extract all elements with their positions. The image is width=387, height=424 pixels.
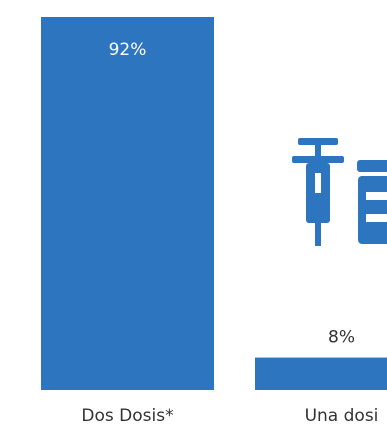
data-labels-group: 92% 8%: [109, 40, 355, 348]
category-label-1: Dos Dosis*: [81, 406, 173, 424]
bar-1: [41, 17, 214, 390]
data-label-2: 8%: [328, 328, 355, 348]
category-label-2: Una dosi: [305, 406, 379, 424]
bars-group: [41, 17, 387, 390]
bar-2: [255, 357, 387, 390]
medicine-bottle-icon: [357, 160, 387, 244]
syringe-icon: [292, 138, 344, 246]
data-label-1: 92%: [109, 40, 147, 60]
category-labels-group: Dos Dosis* Una dosi: [81, 406, 378, 424]
